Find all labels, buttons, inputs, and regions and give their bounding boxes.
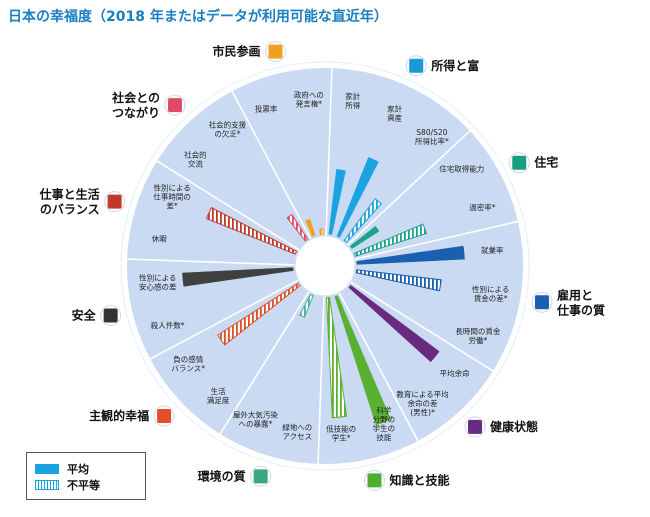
bar-jobs-0	[356, 245, 465, 265]
dimension-label-worklife: 仕事と生活のバランス	[39, 187, 100, 217]
indicator-label-civic-1: 政府への発言権*	[294, 89, 324, 108]
dimension-label-environment: 環境の質	[198, 468, 246, 483]
indicator-label-subjective-0: 生活満足度	[207, 386, 230, 405]
legend: 平均 不平等	[26, 452, 146, 500]
bar-housing-0	[349, 225, 380, 250]
ballot-icon	[268, 44, 283, 59]
dimension-worklife: 仕事と生活のバランス	[39, 187, 126, 217]
indicator-label-jobs-2: 長時間の賃金労働*	[455, 326, 500, 345]
money-icon	[409, 58, 424, 73]
indicator-label-social-1: 社会的支援の欠乏*	[209, 120, 247, 139]
dimension-health: 健康状態	[464, 416, 538, 438]
bar-income-0	[328, 168, 346, 236]
indicator-label-environment-1: 屋外大気汚染への暴露*	[233, 409, 278, 428]
book-icon	[367, 473, 382, 488]
dimension-income: 所得と富	[405, 55, 479, 77]
separator-environment	[317, 295, 325, 464]
indicator-label-safety-0: 殺人件数*	[151, 320, 185, 330]
dimension-housing: 住宅	[508, 152, 558, 174]
indicator-label-knowledge-0: 科学分野の学生の技能	[373, 405, 396, 442]
inner-hole	[294, 235, 356, 297]
dimension-safety: 安全	[72, 304, 122, 326]
legend-item-inequality: 不平等	[35, 478, 100, 492]
separator-housing	[346, 130, 471, 247]
dimension-label-income: 所得と富	[431, 58, 479, 73]
dimension-label-housing: 住宅	[534, 155, 558, 170]
indicator-label-layer: 家計所得家計資産 S80/S20 所得比率* 住宅取得能力過密率* 就業率性別による賃金…	[139, 89, 509, 442]
briefcase-icon	[534, 295, 549, 310]
scales-icon	[107, 194, 122, 209]
bar-civic-0	[305, 218, 316, 237]
bar-housing-1	[353, 223, 428, 257]
separator-layer	[127, 68, 519, 464]
health-cross-icon	[468, 419, 483, 434]
bar-jobs-1	[355, 269, 442, 292]
bar-knowledge-0	[334, 295, 392, 426]
dimension-label-subjective: 主観的幸福	[89, 408, 149, 423]
chart-title: 日本の幸福度（2018 年またはデータが利用可能な直近年）	[8, 9, 388, 25]
dimension-environment: 環境の質	[198, 465, 272, 487]
separator-jobs	[354, 220, 519, 261]
dimension-label-social: 社会とのつながり	[111, 90, 160, 120]
legend-swatch-inequality	[35, 480, 59, 490]
legend-item-average: 平均	[35, 462, 89, 476]
indicator-label-knowledge-1: 低技能の学生*	[326, 424, 356, 443]
indicator-label-subjective-1: 負の感情バランス*	[171, 354, 205, 373]
separator-social	[156, 160, 300, 251]
legend-swatch-average	[35, 464, 59, 474]
separator-health	[350, 281, 494, 372]
bar-income-1	[336, 156, 379, 238]
separator-safety	[149, 279, 299, 360]
dimension-social: 社会とのつながり	[111, 90, 186, 120]
dimension-label-civic: 市民参画	[212, 44, 260, 59]
indicator-label-income-1: 家計資産	[387, 104, 402, 123]
bar-income-2	[343, 198, 383, 244]
separator-subjective	[219, 291, 310, 435]
indicator-label-income-0: 家計所得	[345, 91, 360, 110]
dimension-label-health: 健康状態	[490, 419, 538, 434]
indicator-label-civic-0: 投票率	[255, 104, 278, 114]
indicator-label-jobs-0: 就業率	[481, 245, 504, 255]
dimension-subjective: 主観的幸福	[89, 405, 175, 427]
bar-safety-1	[182, 267, 294, 287]
indicator-label-health-0: 平均余命	[440, 368, 470, 378]
tree-icon	[253, 469, 268, 484]
separator-knowledge	[338, 292, 419, 442]
dimension-label-safety: 安全	[72, 307, 97, 322]
bar-social-1	[286, 213, 309, 242]
separator-worklife	[127, 258, 296, 266]
indicator-label-social-0: 社会的交流	[184, 150, 207, 169]
runner-icon	[103, 308, 118, 323]
bar-subjective-1	[217, 282, 301, 346]
indicator-label-environment-0: 緑地へのアクセス	[282, 422, 312, 441]
indicator-label-worklife-0: 休暇	[152, 233, 167, 243]
dimension-civic: 市民参画	[212, 41, 287, 63]
bar-civic-1	[319, 228, 324, 235]
legend-label-average: 平均	[67, 463, 89, 476]
indicator-label-health-1: 教育による平均余命の差(男性)*	[396, 389, 448, 417]
bar-knowledge-1	[326, 297, 348, 419]
bar-health-0	[348, 284, 440, 363]
indicator-label-jobs-1: 性別による賃金の差*	[472, 284, 509, 303]
people-icon	[167, 98, 182, 113]
legend-label-inequality: 不平等	[67, 479, 100, 492]
indicator-label-housing-0: 住宅取得能力	[439, 163, 484, 173]
bar-layer	[182, 156, 465, 426]
dimension-label-jobs: 雇用と仕事の質	[556, 287, 605, 317]
dimension-label-knowledge: 知識と技能	[388, 472, 449, 487]
bar-worklife-1	[205, 206, 298, 255]
heart-icon	[157, 409, 172, 424]
house-icon	[512, 155, 527, 170]
bar-environment-1	[299, 293, 314, 318]
dimension-jobs: 雇用と仕事の質	[531, 287, 605, 317]
indicator-label-housing-1: 過密率*	[469, 202, 495, 212]
separator-income	[325, 68, 333, 237]
indicator-label-worklife-1: 性別による仕事時間の差*	[153, 182, 191, 210]
indicator-label-income-2: S80/S20 所得比率*	[415, 128, 449, 146]
indicator-label-safety-1: 性別による安心感の差	[139, 273, 177, 292]
dimension-knowledge: 知識と技能	[363, 469, 450, 491]
separator-civic	[231, 90, 312, 240]
